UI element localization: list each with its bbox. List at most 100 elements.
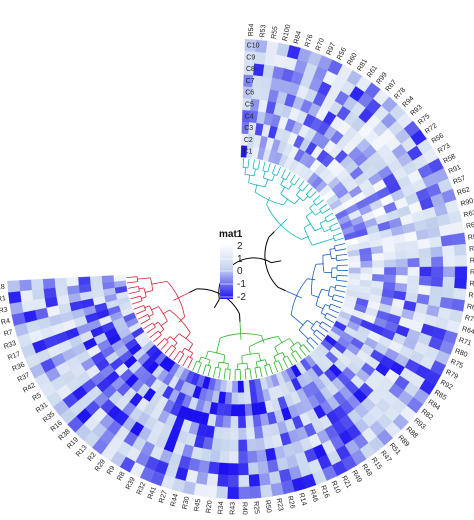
heat-cell [215, 486, 228, 499]
heat-cell [207, 461, 220, 475]
row-label: R31 [35, 401, 50, 414]
dendrogram-branch [280, 186, 286, 195]
dendrogram-branch [273, 362, 279, 373]
heat-cell [407, 257, 420, 268]
dendrogram-branch [331, 257, 337, 260]
dendrogram-branch [126, 276, 138, 278]
dendrogram-branch [168, 348, 177, 358]
dendrogram-branch [290, 347, 294, 353]
dendrogram-branch [333, 232, 343, 237]
row-label: R84 [427, 399, 442, 412]
heat-cell [438, 223, 453, 237]
heat-cell [442, 276, 456, 289]
row-label: R60 [346, 52, 358, 67]
heat-cell [383, 259, 397, 268]
dendrogram-branch [217, 337, 221, 346]
dendrogram-branch [202, 364, 207, 375]
dendrogram-branch [135, 309, 146, 315]
row-label: R79 [444, 369, 459, 381]
row-label: R46 [308, 489, 319, 504]
heat-cell [237, 416, 247, 429]
dendrogram-branch [282, 358, 289, 368]
row-label: R4 [0, 318, 10, 327]
row-label: R56 [431, 132, 446, 145]
heat-cell [430, 246, 444, 258]
dendrogram-branch [307, 319, 315, 326]
heat-cell [231, 392, 239, 405]
dendrogram-branch [322, 208, 331, 214]
dendrogram-branch [127, 286, 139, 289]
heat-cell [230, 416, 239, 429]
dendrogram-branch [328, 295, 334, 298]
dendrogram-branch [262, 161, 266, 171]
dendrogram-branch [208, 359, 211, 366]
heat-cell [431, 256, 444, 268]
dendrogram-branch [141, 296, 147, 299]
dendrogram-branch [289, 174, 296, 183]
heat-cell [77, 276, 91, 286]
heat-cell [89, 275, 103, 285]
dendrogram-branch [258, 353, 262, 362]
heat-cell [454, 255, 468, 267]
heat-cell [66, 284, 80, 295]
heat-cell [237, 404, 246, 417]
heat-cell [407, 266, 420, 277]
heat-cell [229, 439, 239, 452]
dendrogram-branch [312, 195, 321, 202]
heat-cell [220, 439, 230, 452]
heat-cell [217, 462, 229, 476]
dendrogram-branch [335, 284, 347, 288]
dendrogram-branch [305, 187, 313, 195]
dendrogram-branch [146, 326, 156, 334]
heat-cell [245, 415, 254, 429]
dendrogram-branch [296, 189, 301, 196]
dendrogram-branch [254, 184, 258, 193]
dendrogram-branch [321, 288, 330, 292]
dendrogram-branch [315, 305, 324, 310]
row-label: R95 [468, 292, 474, 300]
column-label: C4 [245, 113, 254, 120]
dendrogram-branch [332, 299, 343, 304]
heat-cell [257, 461, 269, 475]
dendrogram-branch [144, 305, 150, 309]
row-label: R87 [385, 79, 399, 93]
dendrogram-branch [162, 309, 170, 315]
row-label: R51 [388, 442, 402, 456]
row-label: R20 [205, 500, 213, 514]
heat-cell [253, 426, 264, 440]
row-label: R84 [293, 30, 303, 44]
column-label: C5 [245, 101, 254, 108]
dendrogram-branch [329, 247, 336, 250]
row-label: R74 [464, 315, 474, 325]
row-label: R81 [356, 58, 369, 73]
heat-cell [419, 266, 432, 277]
dendrogram-branch [297, 341, 302, 347]
row-label: R54 [248, 23, 256, 36]
dendrogram-branch [336, 259, 348, 261]
dendrogram-branch [244, 369, 247, 380]
heat-cell [244, 403, 253, 417]
dendrogram-branch [276, 166, 281, 176]
row-label: R8 [116, 471, 127, 482]
dendrogram-branch [137, 314, 148, 320]
heat-cell [372, 260, 385, 268]
dendrogram-branch [159, 280, 168, 284]
row-label: R75 [417, 113, 431, 127]
dendrogram-branch [207, 365, 212, 377]
row-label: R64 [461, 326, 474, 336]
dendrogram-branch [159, 329, 165, 334]
heat-cell [230, 404, 239, 417]
dendrogram-branch [126, 281, 138, 284]
dendrogram-branch [268, 364, 274, 375]
dendrogram-branch [254, 367, 258, 379]
dendrogram-branch [131, 300, 143, 305]
dendrogram-branch [298, 329, 306, 336]
row-label: R21 [340, 475, 352, 490]
dendrogram-branch [309, 203, 316, 209]
dendrogram-branch [281, 169, 286, 178]
dendrogram-branch [197, 362, 202, 373]
dendrogram-branch [177, 353, 185, 364]
dendrogram-branch [253, 168, 256, 176]
heat-cell [443, 266, 456, 278]
heat-cell [19, 289, 34, 302]
